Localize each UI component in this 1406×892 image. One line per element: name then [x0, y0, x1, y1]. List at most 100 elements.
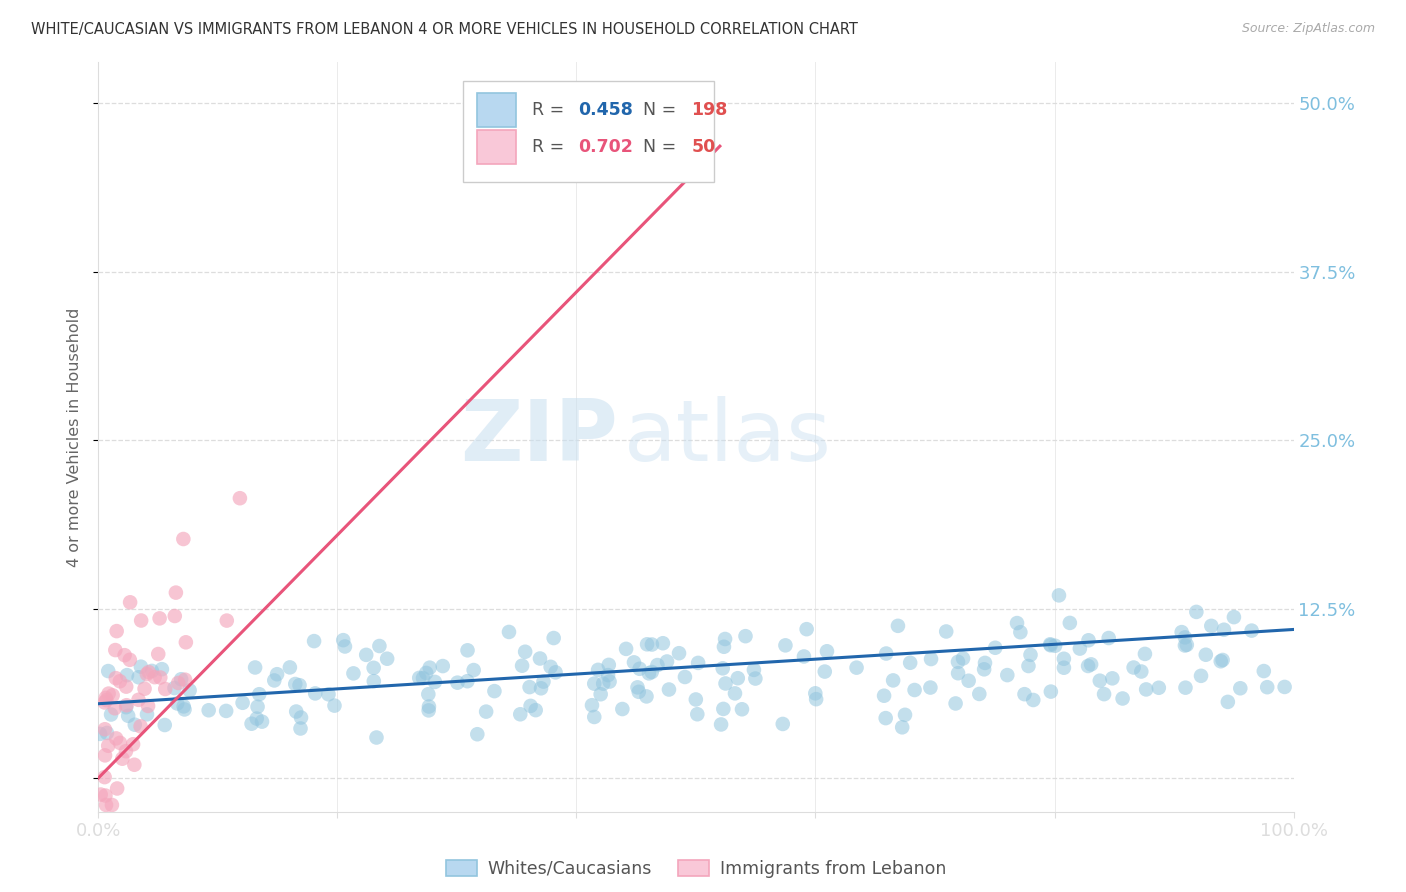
Point	[166, 697, 188, 711]
Point	[278, 660, 301, 674]
Point	[1039, 684, 1062, 698]
Point	[423, 674, 446, 689]
Text: ZIP: ZIP	[461, 395, 619, 479]
Point	[734, 629, 756, 643]
Point	[150, 662, 173, 676]
Point	[711, 702, 734, 716]
Text: R =: R =	[533, 101, 569, 119]
Point	[108, 674, 131, 689]
Point	[284, 677, 307, 691]
Point	[898, 656, 921, 670]
Point	[945, 697, 967, 711]
Point	[1256, 680, 1278, 694]
Point	[96, 693, 118, 707]
Point	[197, 703, 219, 717]
Point	[651, 636, 673, 650]
Point	[1174, 639, 1197, 653]
Point	[94, 690, 117, 705]
Point	[724, 686, 747, 700]
Point	[815, 644, 838, 658]
Point	[124, 717, 146, 731]
Point	[285, 705, 308, 719]
Point	[1077, 659, 1099, 673]
Point	[418, 699, 440, 714]
Point	[920, 652, 942, 666]
Point	[1053, 661, 1076, 675]
Point	[1101, 671, 1123, 685]
Point	[583, 710, 606, 724]
Point	[418, 703, 440, 717]
Point	[711, 661, 734, 675]
Text: 0.458: 0.458	[578, 101, 633, 119]
Point	[136, 707, 159, 722]
Point	[93, 696, 115, 710]
Legend: Whites/Caucasians, Immigrants from Lebanon: Whites/Caucasians, Immigrants from Leban…	[446, 860, 946, 878]
Point	[1213, 623, 1236, 637]
Point	[731, 702, 754, 716]
Point	[290, 722, 312, 736]
Point	[515, 645, 537, 659]
Bar	[477, 130, 516, 164]
Point	[135, 667, 157, 681]
Y-axis label: 4 or more Vehicles in Household: 4 or more Vehicles in Household	[67, 308, 83, 566]
Point	[94, 797, 117, 812]
Point	[598, 657, 620, 672]
Point	[727, 671, 749, 685]
Point	[903, 683, 925, 698]
Point	[412, 671, 434, 685]
Point	[714, 676, 737, 690]
Point	[540, 660, 562, 674]
Point	[1223, 610, 1246, 624]
Point	[247, 687, 270, 701]
Point	[668, 646, 690, 660]
Point	[138, 665, 160, 679]
Point	[686, 707, 709, 722]
Point	[673, 670, 696, 684]
Point	[363, 674, 385, 689]
Point	[614, 641, 637, 656]
Point	[304, 686, 326, 700]
Point	[246, 699, 269, 714]
Point	[533, 674, 555, 689]
Point	[510, 658, 533, 673]
Point	[1253, 664, 1275, 678]
Point	[215, 704, 238, 718]
Point	[984, 640, 1007, 655]
Point	[163, 609, 186, 624]
Point	[647, 658, 669, 673]
Point	[498, 624, 520, 639]
Point	[463, 663, 485, 677]
Point	[1135, 682, 1157, 697]
Point	[891, 720, 914, 734]
Point	[215, 614, 238, 628]
Point	[172, 532, 194, 546]
Point	[111, 752, 134, 766]
Text: 50: 50	[692, 138, 716, 156]
Point	[875, 647, 897, 661]
Point	[97, 664, 120, 678]
Point	[302, 634, 325, 648]
Point	[342, 666, 364, 681]
Point	[100, 707, 122, 722]
Point	[1212, 653, 1234, 667]
Point	[1201, 619, 1223, 633]
Point	[1077, 633, 1099, 648]
Point	[744, 672, 766, 686]
Point	[586, 663, 609, 677]
Point	[415, 665, 437, 680]
Point	[104, 671, 127, 685]
Point	[772, 717, 794, 731]
Point	[1047, 588, 1070, 602]
Point	[128, 670, 150, 684]
Point	[94, 789, 117, 803]
Text: WHITE/CAUCASIAN VS IMMIGRANTS FROM LEBANON 4 OR MORE VEHICLES IN HOUSEHOLD CORRE: WHITE/CAUCASIAN VS IMMIGRANTS FROM LEBAN…	[31, 22, 858, 37]
Point	[969, 687, 991, 701]
Point	[882, 673, 904, 688]
Point	[626, 681, 648, 695]
Point	[118, 653, 141, 667]
Point	[804, 692, 827, 706]
Point	[1122, 660, 1144, 674]
Point	[354, 648, 377, 662]
Point	[1195, 648, 1218, 662]
Point	[1274, 680, 1296, 694]
